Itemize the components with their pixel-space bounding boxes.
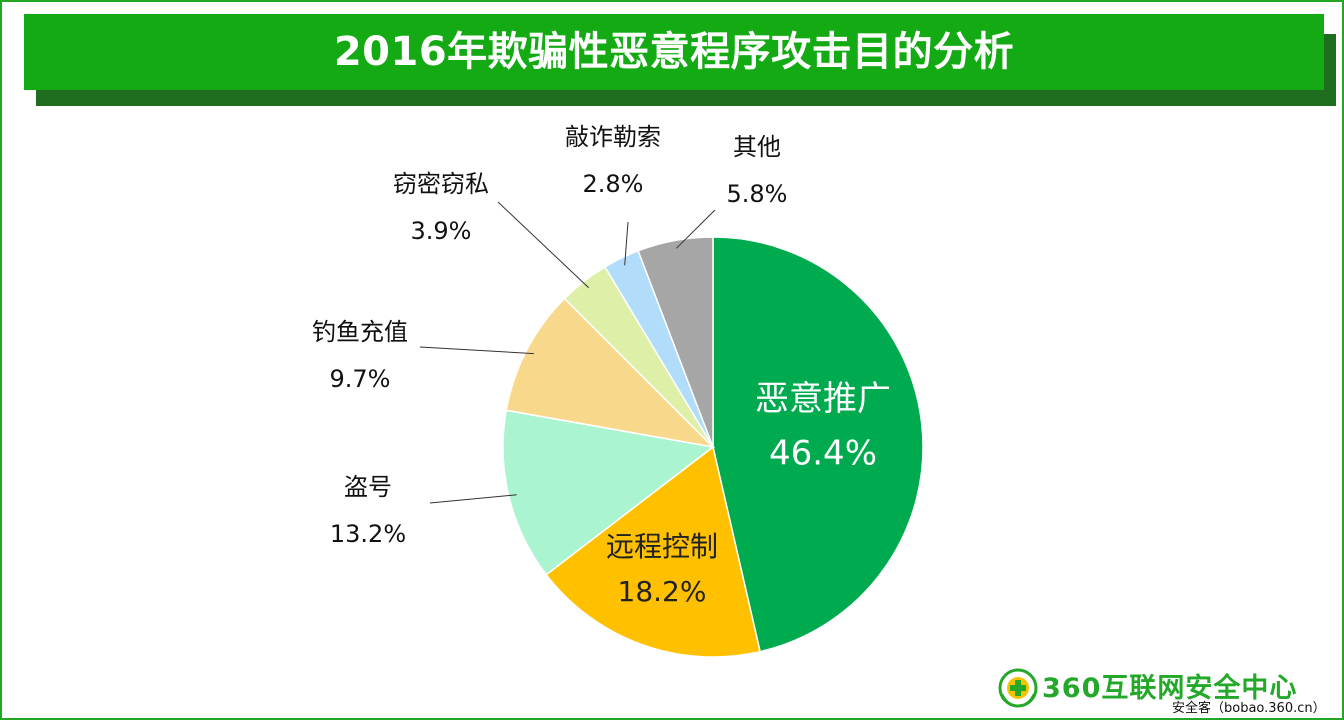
pie-slice-0 [712,236,924,653]
slice-label-0: 恶意推广 [755,379,891,419]
leader-line-4 [497,201,590,289]
logo-emblem-icon [998,668,1038,708]
leader-line-6 [676,209,716,249]
slice-label-2: 盗号 [344,473,392,501]
slice-value-3: 9.7% [330,365,391,393]
slice-value-6: 5.8% [727,180,788,208]
pie-slice-2 [502,409,715,576]
logo-subtext: 安全客（bobao.360.cn） [1172,701,1326,716]
slice-value-0: 46.4% [769,433,877,473]
slice-value-2: 13.2% [330,520,406,548]
slice-value-5: 2.8% [583,170,644,198]
slice-value-1: 18.2% [618,575,707,608]
slice-label-6: 其他 [733,133,781,161]
pie-slice-3 [505,297,716,449]
logo-text: 360互联网安全中心 [1042,673,1298,704]
leader-line-5 [624,221,629,266]
slice-label-1: 远程控制 [606,530,718,563]
slice-label-4: 窃密窃私 [393,170,489,198]
logo: 360互联网安全中心 安全客（bobao.360.cn） [996,664,1336,718]
slice-label-3: 钓鱼充值 [312,318,408,346]
slice-label-5: 敲诈勒索 [565,123,661,151]
chart-title: 2016年欺骗性恶意程序攻击目的分析 [333,29,1015,75]
leader-line-3 [419,346,534,355]
pie-slice-1 [545,445,761,658]
pie-slice-6 [637,236,714,448]
slice-value-4: 3.9% [411,217,472,245]
title-banner [24,14,1324,90]
leader-line-2 [429,494,517,504]
